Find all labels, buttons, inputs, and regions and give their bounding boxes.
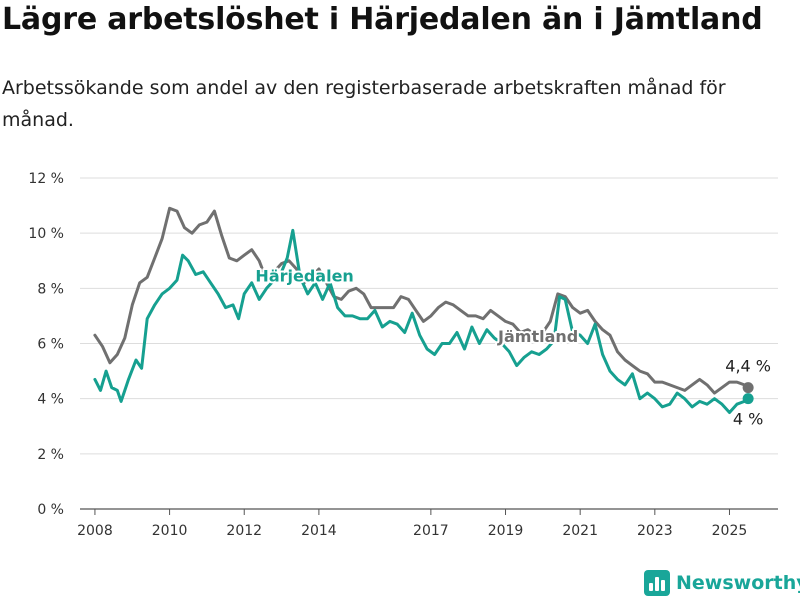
series-label-j-mtland: Jämtland — [497, 327, 578, 346]
x-tick-label: 2021 — [562, 523, 598, 539]
end-value-label: 4 % — [733, 410, 763, 429]
series-label-h-rjedalen: Härjedalen — [255, 266, 353, 285]
y-tick-label: 0 % — [37, 502, 64, 518]
x-tick-label: 2017 — [413, 523, 449, 539]
y-tick-label: 10 % — [28, 226, 64, 242]
series-line-h-rjedalen — [93, 228, 750, 414]
page-title: Lägre arbetslöshet i Härjedalen än i Jäm… — [2, 2, 763, 37]
end-value-label: 4,4 % — [725, 357, 771, 376]
series-line-j-mtland — [93, 206, 750, 395]
x-tick-label: 2014 — [301, 523, 337, 539]
y-tick-label: 2 % — [37, 447, 64, 463]
end-point-h-rjedalen — [742, 393, 754, 405]
bar-chart-icon — [644, 570, 670, 596]
page-subtitle: Arbetssökande som andel av den registerb… — [2, 77, 726, 131]
y-tick-label: 6 % — [37, 337, 64, 353]
x-tick-label: 2008 — [77, 523, 113, 539]
x-tick-label: 2025 — [712, 523, 748, 539]
brand-name: Newsworthy — [676, 572, 800, 594]
newsworthy-logo: Newsworthy — [644, 570, 800, 596]
x-tick-label: 2019 — [488, 523, 524, 539]
y-tick-label: 4 % — [37, 392, 64, 408]
y-tick-label: 12 % — [28, 171, 64, 187]
x-tick-label: 2010 — [152, 523, 188, 539]
end-point-j-mtland — [742, 382, 754, 394]
y-tick-label: 8 % — [37, 281, 64, 297]
x-tick-label: 2023 — [637, 523, 673, 539]
x-tick-label: 2012 — [226, 523, 262, 539]
